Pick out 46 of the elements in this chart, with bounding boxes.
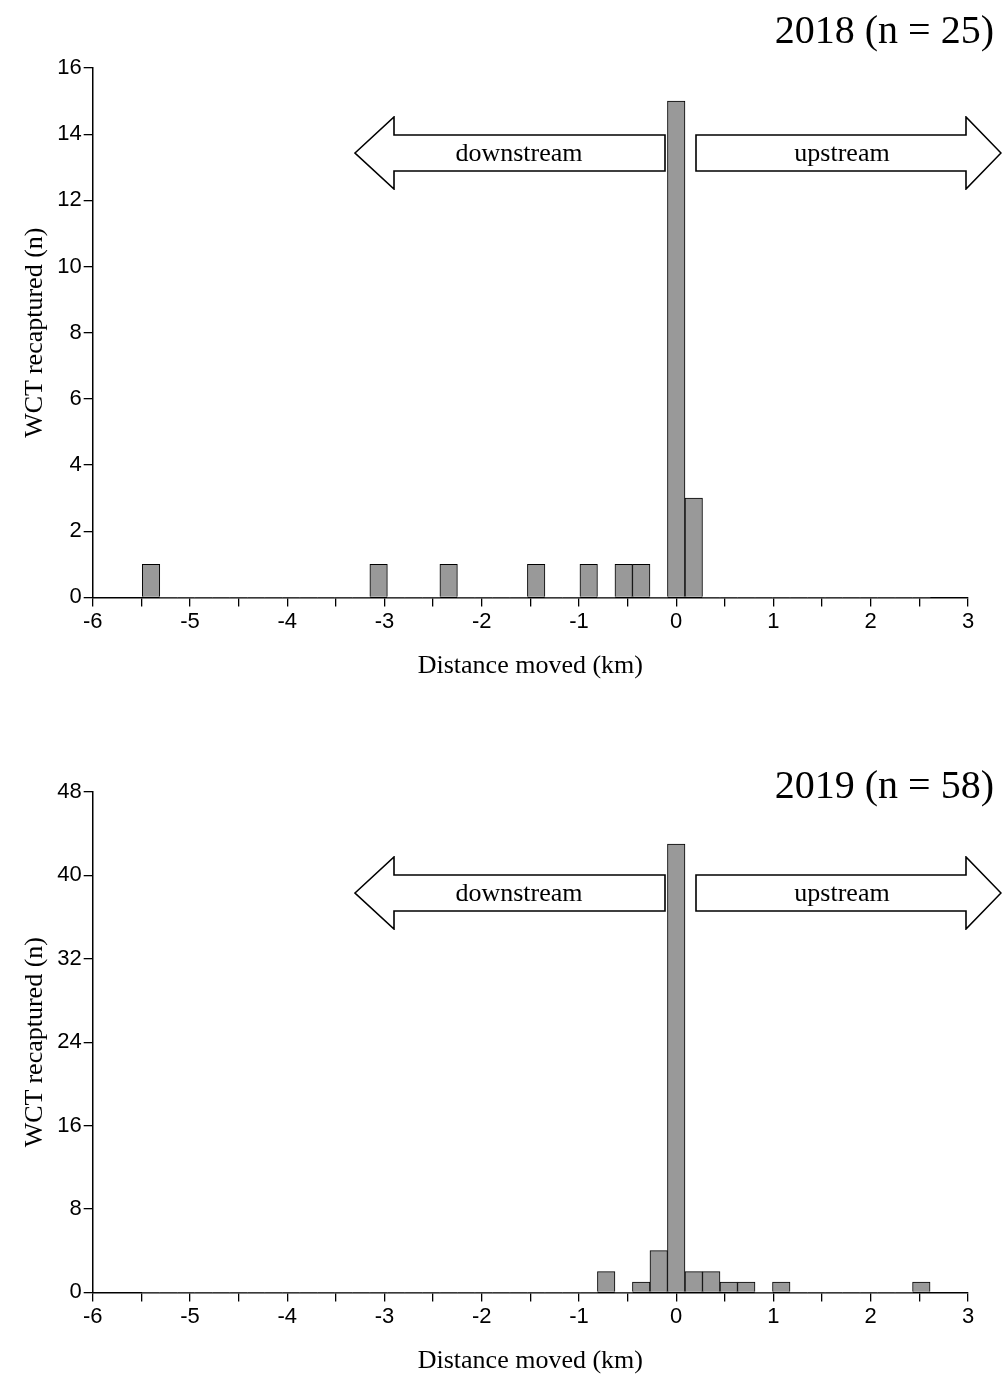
x-tick-label: -6 bbox=[82, 1302, 103, 1328]
x-tick-label: -1 bbox=[569, 1302, 589, 1328]
y-tick-label: 12 bbox=[57, 186, 82, 212]
annotation: downstream bbox=[455, 138, 583, 168]
x-tick-label: 1 bbox=[767, 607, 780, 633]
x-tick-label: -4 bbox=[277, 1302, 297, 1328]
y-tick-label: 14 bbox=[57, 120, 82, 146]
x-axis-title: Distance moved (km) bbox=[417, 650, 643, 680]
x-tick-label: -5 bbox=[180, 1302, 200, 1328]
y-tick-label: 0 bbox=[69, 1278, 82, 1304]
chart-title: 2018 (n = 25) bbox=[774, 7, 994, 52]
x-tick-label: -5 bbox=[180, 607, 200, 633]
x-tick-label: 3 bbox=[961, 1302, 975, 1328]
x-tick-label: -3 bbox=[374, 1302, 395, 1328]
y-tick-label: 40 bbox=[57, 861, 82, 887]
x-tick-label: -4 bbox=[277, 607, 297, 633]
y-tick-label: 4 bbox=[69, 451, 82, 477]
y-tick-label: 6 bbox=[69, 384, 82, 410]
y-tick-label: 32 bbox=[57, 944, 82, 970]
x-tick-label: -6 bbox=[82, 607, 103, 633]
y-tick-label: 2 bbox=[69, 517, 82, 543]
x-tick-label: -2 bbox=[471, 1302, 492, 1328]
x-tick-label: 0 bbox=[670, 607, 683, 633]
chart-title: 2019 (n = 58) bbox=[774, 762, 994, 807]
y-tick-label: 16 bbox=[57, 1111, 82, 1137]
x-tick-label: 0 bbox=[670, 1302, 683, 1328]
x-tick-label: 2 bbox=[864, 607, 877, 633]
x-tick-label: -3 bbox=[374, 607, 395, 633]
y-tick-label: 10 bbox=[57, 252, 82, 278]
annotation: upstream bbox=[794, 138, 890, 168]
x-tick-label: 2 bbox=[864, 1302, 877, 1328]
annotation: upstream bbox=[794, 878, 890, 908]
y-tick-label: 8 bbox=[69, 318, 82, 344]
y-axis-title: WCT recaptured (n) bbox=[19, 227, 49, 438]
y-axis-title: WCT recaptured (n) bbox=[19, 937, 49, 1148]
y-tick-label: 24 bbox=[57, 1028, 82, 1054]
y-tick-label: 16 bbox=[57, 54, 82, 80]
x-tick-label: -1 bbox=[569, 607, 589, 633]
x-axis-title: Distance moved (km) bbox=[417, 1345, 643, 1375]
annotation: downstream bbox=[455, 878, 583, 908]
x-tick-label: 3 bbox=[961, 607, 975, 633]
y-tick-label: 8 bbox=[69, 1195, 82, 1221]
y-tick-label: 0 bbox=[69, 583, 82, 609]
y-tick-label: 48 bbox=[57, 778, 82, 804]
x-tick-label: -2 bbox=[471, 607, 492, 633]
x-tick-label: 1 bbox=[767, 1302, 780, 1328]
